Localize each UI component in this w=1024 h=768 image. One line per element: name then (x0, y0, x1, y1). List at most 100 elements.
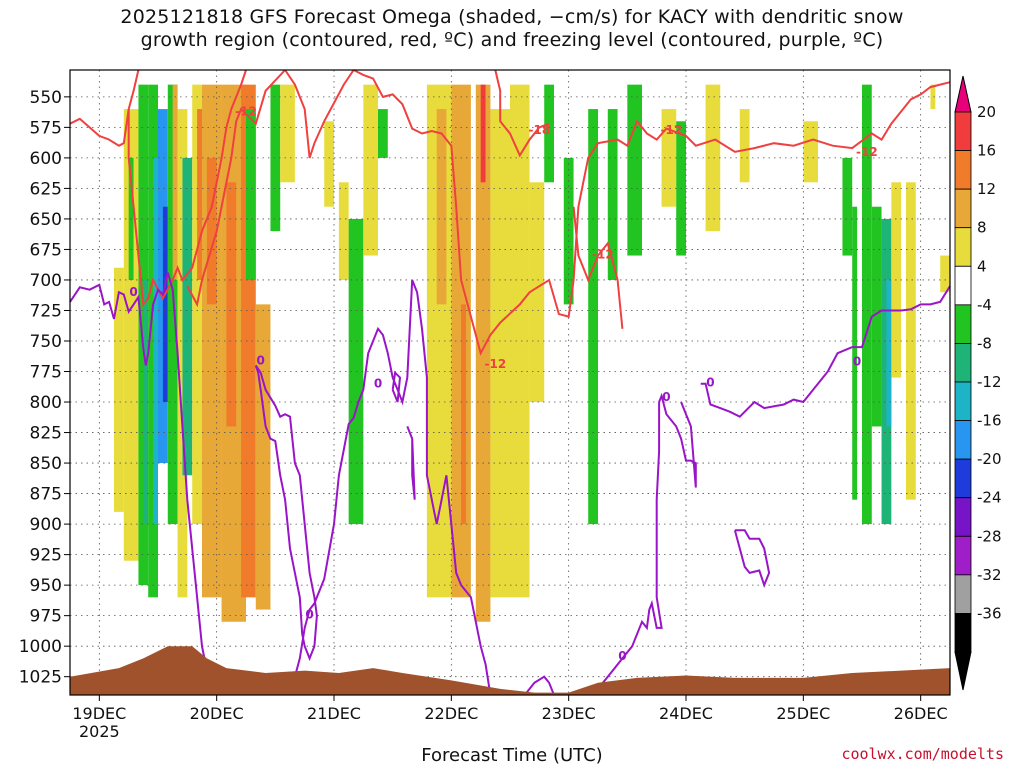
y-axis: 550 575 600 625 650 675 700 725 750 775 800 825 850 8… (19, 88, 70, 688)
omega-cell-35 (490, 109, 510, 598)
omega-cell-37 (529, 182, 545, 403)
omega-cell-53 (886, 279, 892, 427)
y-tick-label-675: 675 (30, 240, 62, 260)
dendritic-label-6: -12 (856, 145, 878, 159)
colorbar-band-8 (954, 420, 972, 460)
grid-lines (70, 70, 950, 695)
omega-cell-12 (182, 157, 193, 476)
dendritic-label-4: -12 (592, 247, 614, 261)
omega-cell-8 (162, 206, 168, 403)
omega-cell-32 (461, 304, 466, 525)
x-tick-label-19DEC: 19DEC (72, 704, 126, 723)
x-axis-label: Forecast Time (UTC) (421, 745, 603, 766)
y-tick-label-900: 900 (30, 515, 62, 535)
omega-shading (114, 84, 950, 622)
freezing-label-6: 0 (662, 390, 670, 404)
y-tick-label-625: 625 (30, 179, 62, 199)
colorbar-top-arrow (954, 75, 972, 113)
omega-cell-50 (862, 84, 872, 525)
omega-cell-49 (852, 206, 858, 500)
x-tick-label-22DEC: 22DEC (424, 704, 478, 723)
y-tick-label-925: 925 (30, 546, 62, 566)
colorbar-label-4: 4 (977, 257, 987, 275)
omega-cell-25 (338, 182, 349, 280)
freezing-contour-8 (700, 285, 951, 418)
x-tick-sublabel-19DEC: 2025 (79, 722, 120, 741)
omega-cell-18 (226, 182, 237, 427)
colorbar-band-10 (954, 497, 972, 537)
omega-cell-28 (378, 109, 388, 158)
omega-cell-45 (705, 84, 721, 232)
omega-cell-10 (172, 84, 178, 280)
svg-text:0: 0 (662, 390, 670, 404)
svg-text:0: 0 (374, 377, 382, 391)
dendritic-label-1: -12 (235, 105, 257, 119)
colorbar-bottom-arrow (954, 651, 972, 691)
omega-cell-22 (270, 84, 281, 232)
colorbar-label-11: -28 (977, 527, 1002, 545)
y-tick-label-1025: 1025 (19, 668, 62, 688)
omega-cell-47 (803, 121, 818, 183)
credit-link[interactable]: coolwx.com/modelts (841, 745, 1004, 763)
y-tick-label-850: 850 (30, 454, 62, 474)
y-tick-label-550: 550 (30, 88, 62, 108)
colorbar-label-0: 20 (977, 103, 996, 121)
freezing-contour-1 (69, 272, 213, 696)
y-tick-label-950: 950 (30, 576, 62, 596)
svg-text:0: 0 (305, 607, 313, 621)
omega-cell-14 (197, 109, 202, 280)
freezing-label-1: 0 (129, 285, 137, 299)
omega-cell-21 (255, 304, 271, 610)
omega-cell-40 (588, 109, 598, 525)
colorbar-band-1 (954, 150, 972, 190)
omega-cell-57 (940, 255, 950, 293)
freezing-contour-6 (523, 675, 555, 696)
title-line-1: 2025121818 GFS Forecast Omega (shaded, −… (120, 6, 904, 28)
dendritic-label-2: -18 (528, 123, 550, 137)
omega-cell-36 (510, 84, 530, 598)
omega-cell-48 (842, 157, 853, 256)
colorbar-label-5: -4 (977, 296, 992, 314)
svg-text:-12: -12 (660, 123, 682, 137)
x-tick-label-21DEC: 21DEC (307, 704, 361, 723)
colorbar-label-9: -20 (977, 450, 1002, 468)
dendritic-contour-6 (494, 69, 550, 158)
freezing-contour-7 (592, 392, 697, 696)
freezing-contour-3 (289, 279, 492, 696)
y-tick-label-700: 700 (30, 271, 62, 291)
freezing-contour-4 (391, 370, 402, 403)
y-tick-label-725: 725 (30, 301, 62, 321)
colorbar: 20 16 12 8 4 -4 -8 -12 -16 -20 -24 -28 -32 -36 (954, 75, 1002, 691)
omega-cell-51 (871, 206, 882, 427)
freezing-contour-5 (406, 426, 416, 500)
y-tick-label-575: 575 (30, 118, 62, 138)
colorbar-label-7: -12 (977, 373, 1002, 391)
colorbar-band-7 (954, 381, 972, 421)
omega-cell-43 (661, 109, 677, 207)
title-line-2: growth region (contoured, red, ºC) and f… (140, 29, 884, 51)
svg-text:0: 0 (706, 376, 714, 390)
plot-frame (69, 69, 951, 696)
dendritic-label-5: -12 (484, 357, 506, 371)
omega-cell-46 (739, 109, 750, 183)
svg-text:0: 0 (618, 649, 626, 663)
svg-text:0: 0 (853, 355, 861, 369)
omega-cell-42 (627, 84, 642, 256)
freezing-contours: 0 0 0 0 0 0 0 0 (69, 272, 951, 696)
y-tick-label-800: 800 (30, 393, 62, 413)
svg-text:-12: -12 (235, 105, 257, 119)
omega-cell-4 (143, 279, 149, 525)
omega-cell-23 (280, 84, 295, 183)
colorbar-band-0 (954, 111, 972, 151)
dendritic-contour-5 (353, 69, 951, 356)
colorbar-label-1: 16 (977, 142, 996, 160)
colorbar-label-6: -8 (977, 334, 992, 352)
chart-title: 2025121818 GFS Forecast Omega (shaded, −… (0, 6, 1024, 52)
terrain (70, 646, 950, 695)
colorbar-label-10: -24 (977, 489, 1002, 507)
omega-cell-55 (906, 182, 916, 500)
colorbar-label-3: 8 (977, 219, 987, 237)
colorbar-band-11 (954, 535, 972, 576)
freezing-label-4: 0 (305, 607, 313, 621)
